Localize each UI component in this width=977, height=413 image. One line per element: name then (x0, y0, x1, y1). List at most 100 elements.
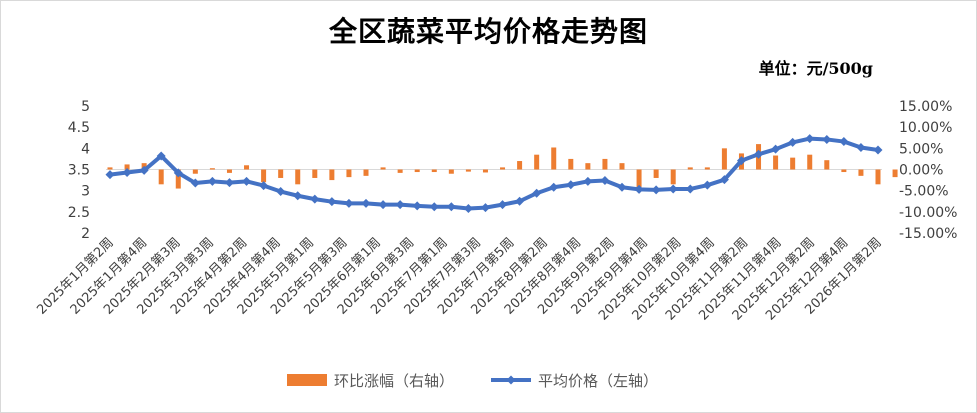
price-point (873, 145, 883, 155)
right-axis-tick: -10.00% (899, 205, 957, 221)
price-point (190, 178, 200, 188)
left-axis: 2 2.5 3 3.5 4 4.5 5 (68, 99, 90, 242)
price-point (549, 182, 559, 192)
price-point (702, 180, 712, 190)
price-point (242, 176, 252, 186)
left-axis-tick: 2 (81, 226, 90, 242)
price-point (378, 200, 388, 210)
change-bar (721, 148, 727, 170)
change-bar (278, 169, 284, 178)
left-axis-tick: 4 (81, 141, 90, 157)
left-axis-tick: 3 (81, 184, 90, 200)
price-point (754, 149, 764, 159)
right-axis-tick: -5.00% (899, 184, 949, 200)
price-point (736, 156, 746, 166)
right-axis-tick: 0.00% (899, 163, 943, 179)
change-bar (244, 165, 250, 170)
price-line (109, 136, 879, 211)
change-bar (107, 167, 113, 170)
price-point (156, 151, 166, 161)
price-point (139, 165, 149, 175)
price-point (310, 194, 320, 204)
change-bar (329, 169, 335, 181)
left-axis-tick: 4.5 (68, 120, 90, 136)
price-point (412, 201, 422, 211)
price-point (276, 187, 286, 197)
change-bar (482, 169, 488, 173)
change-bar (312, 169, 318, 178)
change-bar (602, 158, 608, 170)
change-bar (568, 158, 574, 170)
left-axis-tick: 2.5 (68, 205, 90, 221)
price-point (685, 184, 695, 194)
price-point (771, 144, 781, 154)
legend-label-line: 平均价格（左轴） (538, 372, 658, 390)
change-bar (431, 169, 437, 173)
change-bar (261, 169, 267, 183)
change-bar (397, 169, 403, 173)
price-point (344, 198, 354, 208)
legend-swatch-bar (287, 374, 327, 386)
price-point (600, 176, 610, 186)
x-axis-labels: 2025年1月第2周2025年1月第4周2025年2月第3周2025年3月第3周… (34, 235, 884, 323)
price-point (395, 200, 405, 210)
right-axis-tick: 15.00% (899, 99, 952, 115)
price-point (788, 137, 798, 147)
price-point (327, 197, 337, 207)
price-line-layer (105, 134, 883, 213)
change-bar (380, 167, 386, 170)
right-axis: -15.00% -10.00% -5.00% 0.00% 5.00% 10.00% 15.0… (899, 99, 957, 242)
price-point (634, 184, 644, 194)
price-point (498, 200, 508, 210)
price-point (805, 134, 815, 144)
change-bar (534, 154, 540, 170)
price-point (617, 182, 627, 192)
change-bar (619, 163, 625, 170)
change-bar (448, 169, 454, 174)
change-bar (892, 169, 898, 178)
change-bar (773, 155, 779, 170)
legend: 环比涨幅（右轴） 平均价格（左轴） (287, 372, 658, 390)
change-bar (670, 169, 676, 185)
price-point (463, 203, 473, 213)
left-axis-tick: 5 (81, 99, 90, 115)
price-point (259, 181, 269, 191)
change-bar (295, 169, 301, 185)
left-axis-tick: 3.5 (68, 163, 90, 179)
price-point (224, 178, 234, 188)
change-bar (790, 157, 796, 170)
price-point (429, 202, 439, 212)
change-bar (226, 169, 232, 173)
change-bar (858, 169, 864, 176)
price-point (839, 137, 849, 147)
change-bar (653, 169, 659, 178)
unit-label: 单位：元/500g (758, 59, 873, 78)
change-bar (875, 169, 881, 185)
price-point (822, 134, 832, 144)
change-bar (636, 169, 642, 189)
change-bar (192, 169, 198, 174)
price-point (480, 203, 490, 213)
change-bar (175, 169, 181, 189)
price-point (583, 176, 593, 186)
change-bar (517, 161, 523, 170)
price-point (293, 191, 303, 201)
change-bar (124, 164, 130, 170)
change-bar (704, 167, 710, 170)
price-point (651, 185, 661, 195)
price-point (122, 167, 132, 177)
price-point (566, 180, 576, 190)
change-bar (551, 147, 557, 170)
price-point (719, 175, 729, 185)
change-bar (500, 167, 506, 170)
change-bar (687, 167, 693, 170)
price-point (515, 196, 525, 206)
price-point (446, 202, 456, 212)
price-point (668, 184, 678, 194)
price-point (361, 198, 371, 208)
price-point (173, 168, 183, 178)
price-point (856, 142, 866, 152)
price-point (105, 170, 115, 180)
change-bar (209, 168, 215, 170)
